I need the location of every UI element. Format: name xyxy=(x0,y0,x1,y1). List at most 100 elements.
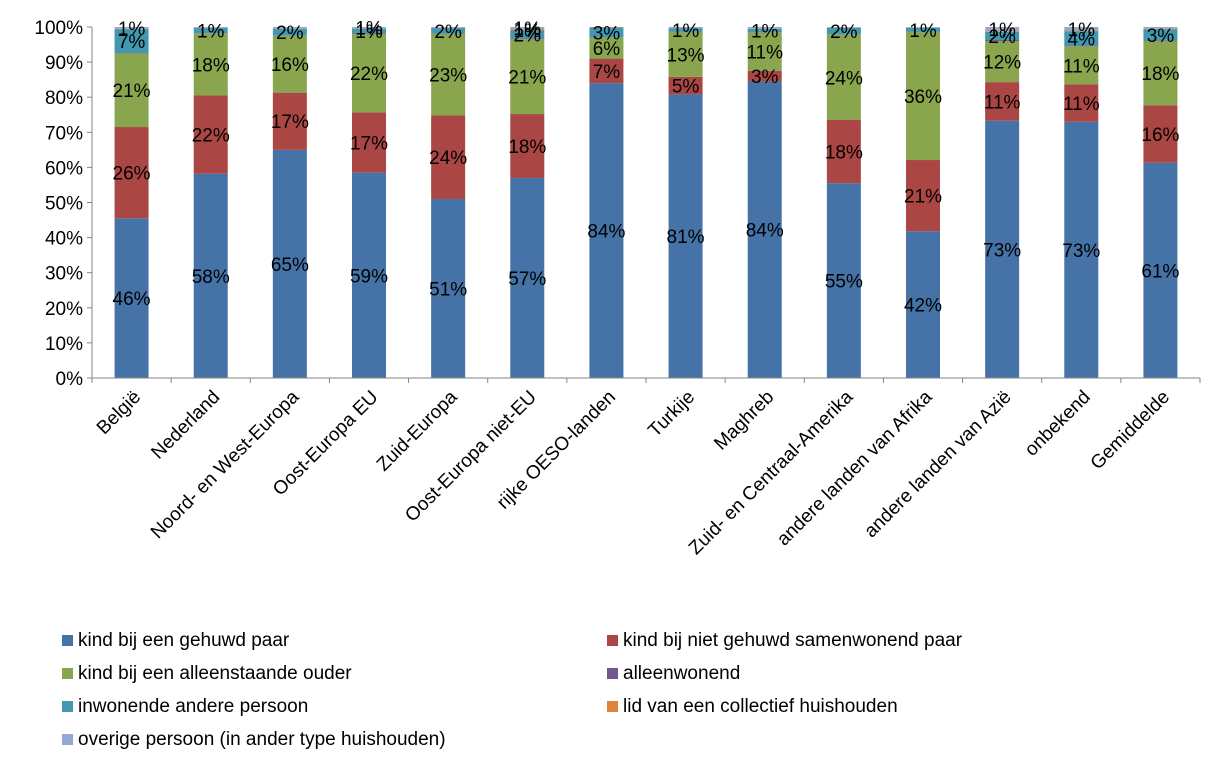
y-tick-label: 0% xyxy=(56,369,84,390)
data-label: 16% xyxy=(271,55,309,76)
data-label: 24% xyxy=(429,148,467,169)
bar-segment xyxy=(1064,27,1099,31)
legend-swatch xyxy=(62,635,73,646)
legend: kind bij een gehuwd paar kind bij niet ge… xyxy=(62,630,963,750)
bar-segment xyxy=(431,27,466,28)
bar-segment xyxy=(747,81,782,378)
bar-segment xyxy=(352,112,386,173)
data-label: 4% xyxy=(1068,29,1096,50)
bar-segment xyxy=(193,28,228,34)
data-label: 55% xyxy=(825,272,863,293)
data-label: 3% xyxy=(751,67,779,88)
legend-item: lid van een collectief huishouden xyxy=(607,696,898,717)
bar-segment xyxy=(1064,84,1099,122)
bar-segment xyxy=(352,34,386,113)
data-label: 36% xyxy=(904,87,942,108)
bar-segment xyxy=(1143,27,1178,29)
data-label: 11% xyxy=(1063,56,1100,77)
bar-segment xyxy=(747,28,782,33)
data-label: 22% xyxy=(350,64,388,85)
legend-swatch xyxy=(62,668,73,679)
bar-segment xyxy=(668,32,703,77)
bar-segment xyxy=(193,27,228,28)
legend-label: kind bij een gehuwd paar xyxy=(78,630,290,651)
x-category-label: Maghreb xyxy=(710,387,778,455)
bar-segment xyxy=(1064,31,1099,46)
data-label: 1% xyxy=(514,21,542,42)
bar-segment xyxy=(193,173,228,378)
data-label: 18% xyxy=(192,56,230,77)
bar-segment xyxy=(747,32,782,71)
data-label: 84% xyxy=(746,221,784,242)
data-label: 18% xyxy=(1141,64,1179,85)
legend-swatch xyxy=(607,701,618,712)
y-tick-label: 70% xyxy=(45,123,83,144)
data-label: 81% xyxy=(667,227,705,248)
data-label: 12% xyxy=(983,53,1021,74)
data-label: 2% xyxy=(276,23,304,44)
bar-segment xyxy=(747,70,782,82)
bar-segment xyxy=(985,39,1020,42)
bar-segment xyxy=(985,41,1020,83)
data-label: 3% xyxy=(593,23,621,44)
bar-segment xyxy=(272,92,307,150)
data-label: 2% xyxy=(434,22,462,43)
data-label: 58% xyxy=(192,267,230,288)
legend-label: alleenwonend xyxy=(623,663,740,684)
data-label: 2% xyxy=(988,27,1016,48)
bar-segment xyxy=(589,37,624,59)
data-label: 21% xyxy=(508,68,546,89)
bar-segment xyxy=(510,38,545,40)
data-label: 17% xyxy=(350,133,388,154)
bar-segment xyxy=(272,149,307,378)
y-tick-label: 80% xyxy=(45,88,83,109)
y-tick-label: 50% xyxy=(45,194,83,215)
x-category-label: Oost-Europa niet-EU xyxy=(401,387,541,527)
bar-segment xyxy=(826,120,861,184)
bar-segment xyxy=(352,172,386,378)
x-category-label: Zuid-Europa xyxy=(373,386,462,475)
data-label: 1% xyxy=(118,19,146,40)
bar-segment xyxy=(352,27,386,29)
x-category-label: Zuid- en Centraal-Amerika xyxy=(685,386,858,559)
bar-segment xyxy=(985,120,1020,378)
bar-segment xyxy=(747,27,782,29)
y-tick-label: 30% xyxy=(45,264,83,285)
bar-segment xyxy=(114,53,149,128)
bar-segment xyxy=(431,198,466,378)
data-label: 42% xyxy=(904,296,942,317)
bar-segment xyxy=(1143,41,1178,106)
y-tick-label: 60% xyxy=(45,158,83,179)
bar-segment xyxy=(510,27,545,30)
data-label: 51% xyxy=(429,279,467,300)
legend-label: lid van een collectief huishouden xyxy=(623,696,898,717)
data-label: 3% xyxy=(1147,26,1175,47)
bar-segment xyxy=(272,35,307,93)
bar-segment xyxy=(114,29,149,53)
data-label: 17% xyxy=(271,112,309,133)
bar-segment xyxy=(352,28,386,34)
legend-label: kind bij een alleenstaande ouder xyxy=(78,663,352,684)
bar-segment xyxy=(114,27,149,29)
data-label: 73% xyxy=(983,240,1021,261)
y-axis: 0% 10% 20% 30% 40% 50% 60% 70% 80% 90% 100% xyxy=(34,18,93,390)
bar-segment xyxy=(510,29,545,31)
legend-item: kind bij een gehuwd paar xyxy=(62,630,290,651)
data-label: 18% xyxy=(508,137,546,158)
data-label: 1% xyxy=(514,19,542,40)
bar-segment xyxy=(906,160,940,232)
legend-swatch xyxy=(62,701,73,712)
y-tick-label: 100% xyxy=(34,18,83,39)
bar-segment xyxy=(985,31,1020,32)
x-category-label: Nederland xyxy=(147,387,224,464)
data-label: 65% xyxy=(271,255,309,276)
bar-segment xyxy=(1064,30,1099,32)
bar-segment xyxy=(1143,28,1178,30)
bar-segment xyxy=(668,76,703,95)
bar-segment xyxy=(1143,105,1178,163)
data-label: 1% xyxy=(355,19,383,40)
legend-label: inwonende andere persoon xyxy=(78,696,308,717)
bar-segment xyxy=(985,82,1020,121)
x-category-label: andere landen van Azië xyxy=(860,387,1015,542)
